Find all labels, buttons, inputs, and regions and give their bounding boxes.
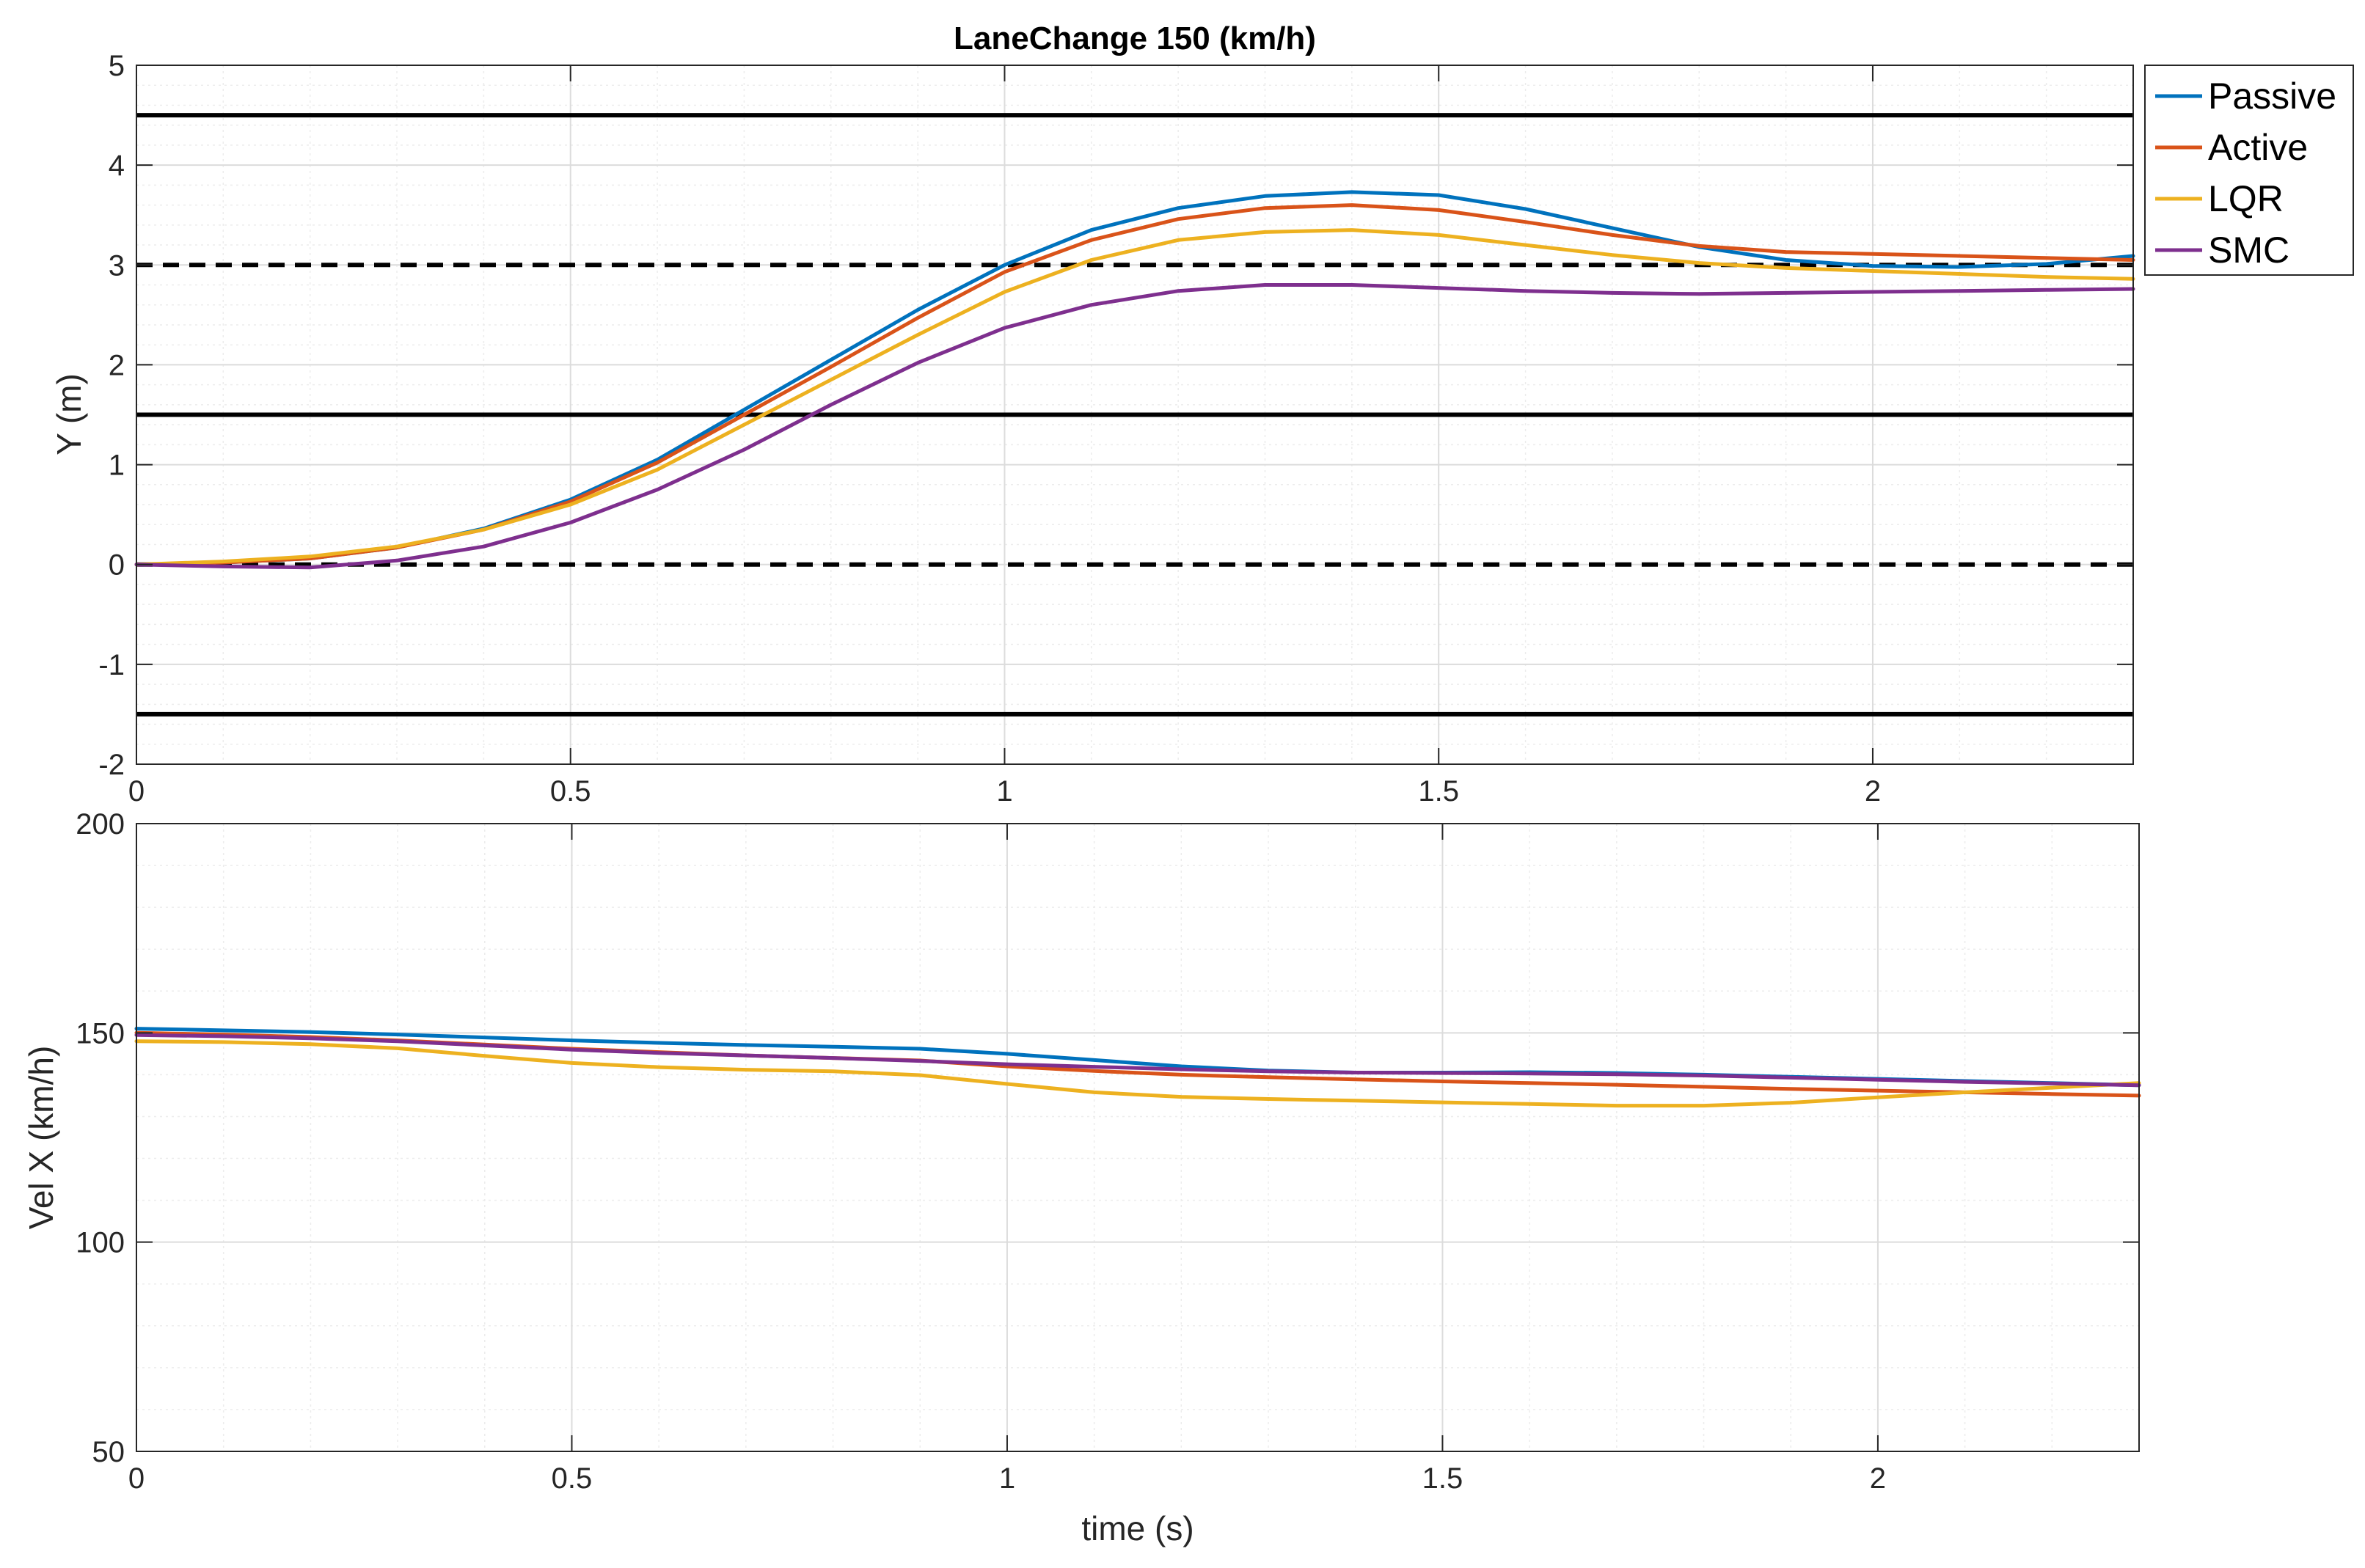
x-tick-labels: 0 0.5 1 1.5 2 — [128, 65, 1881, 807]
y-tick-label: -1 — [98, 649, 125, 681]
series-line-smc — [134, 283, 2135, 570]
legend: Passive Active LQR SMC — [2144, 65, 2354, 276]
x-tick-label: 1.5 — [1422, 1462, 1463, 1495]
y-tick-label: 150 — [76, 1017, 125, 1049]
velocity-axes: 0 0.5 1 1.5 2 50 100 150 200 time (s) Vel X (km… — [22, 808, 2141, 1547]
y-axis-label: Y (m) — [50, 373, 88, 455]
x-tick-labels: 0 0.5 1 1.5 2 — [128, 824, 1886, 1495]
y-tick-label: 0 — [109, 549, 125, 582]
y-tick-labels: -2 -1 0 1 2 3 4 5 — [98, 50, 2133, 781]
x-tick-label: 0.5 — [552, 1462, 593, 1495]
legend-label-passive: Passive — [2208, 76, 2336, 117]
x-tick-label: 1 — [996, 775, 1012, 807]
plot-area — [136, 824, 2139, 1451]
x-tick-label: 1.5 — [1418, 775, 1459, 807]
legend-box — [2144, 65, 2354, 276]
series-lines — [134, 1027, 2141, 1108]
series-line-smc — [134, 1033, 2141, 1088]
x-tick-label: 0 — [128, 775, 145, 807]
x-tick-label: 2 — [1870, 1462, 1886, 1495]
series-line-lqr — [134, 228, 2135, 567]
series-lines — [134, 190, 2135, 570]
y-tick-label: 200 — [76, 808, 125, 840]
y-tick-label: 4 — [109, 150, 125, 182]
y-tick-label: 100 — [76, 1227, 125, 1259]
y-tick-labels: 50 100 150 200 — [76, 808, 2139, 1468]
y-tick-label: 50 — [92, 1436, 125, 1468]
y-tick-label: 3 — [109, 249, 125, 282]
legend-label-active: Active — [2208, 127, 2308, 168]
axes-box — [136, 823, 2140, 1452]
y-tick-label: -2 — [98, 749, 125, 781]
y-tick-label: 5 — [109, 50, 125, 82]
chart-title: LaneChange 150 (km/h) — [954, 21, 1316, 56]
x-tick-label: 2 — [1865, 775, 1881, 807]
y-tick-label: 1 — [109, 450, 125, 482]
x-axis-label: time (s) — [1081, 1509, 1194, 1547]
lateral-position-axes: 0 0.5 1 1.5 2 -2 -1 0 1 2 3 4 5 LaneChange 150 (km/… — [50, 21, 2135, 807]
y-tick-label: 2 — [109, 349, 125, 381]
legend-entries: Passive Active LQR SMC — [2155, 76, 2336, 271]
x-tick-label: 1 — [999, 1462, 1015, 1495]
lane-lines — [136, 113, 2133, 717]
axes-box — [136, 65, 2134, 765]
series-line-lqr — [134, 1039, 2141, 1108]
x-tick-label: 0 — [128, 1462, 145, 1495]
legend-label-smc: SMC — [2208, 230, 2289, 271]
legend-label-lqr: LQR — [2208, 178, 2284, 219]
x-tick-label: 0.5 — [550, 775, 591, 807]
y-axis-label: Vel X (km/h) — [22, 1046, 60, 1230]
